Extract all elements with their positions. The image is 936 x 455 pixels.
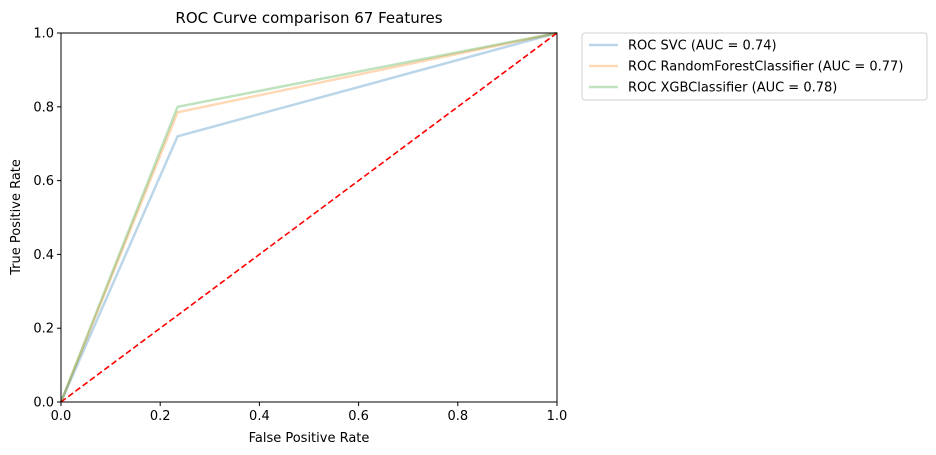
legend-label-2: ROC XGBClassifier (AUC = 0.78) (628, 81, 837, 96)
y-tick-label: 0.0 (33, 396, 54, 411)
plot-area: 0.0 0.2 0.4 0.6 0.8 1.0 0.0 0.2 0.4 0.6 0.8 1.0 (33, 27, 567, 425)
x-axis-label: False Positive Rate (249, 431, 370, 446)
x-tick-label: 1.0 (547, 409, 568, 424)
plot-frame (60, 32, 558, 403)
legend: ROC SVC (AUC = 0.74) ROC RandomForestClas… (581, 32, 928, 101)
y-tick-label: 0.4 (33, 248, 54, 263)
y-tick-label: 0.6 (33, 174, 54, 189)
legend-label-0: ROC SVC (AUC = 0.74) (628, 39, 777, 54)
legend-label-1: ROC RandomForestClassifier (AUC = 0.77) (628, 60, 903, 75)
series-line-1 (59, 31, 558, 403)
y-tick-label: 0.8 (33, 100, 54, 115)
x-tick-label: 0.0 (51, 409, 72, 424)
x-tick-label: 0.8 (447, 409, 468, 424)
y-tick-label: 0.2 (33, 322, 54, 337)
x-tick-label: 0.2 (150, 409, 171, 424)
legend-frame (581, 32, 928, 101)
series-line-0 (59, 31, 558, 403)
x-tick-label: 0.6 (348, 409, 369, 424)
y-axis-label: True Positive Rate (9, 159, 24, 276)
reference-diagonal-line (60, 32, 558, 403)
x-tick-label: 0.4 (249, 409, 270, 424)
series-line-2 (59, 31, 558, 403)
chart-title: ROC Curve comparison 67 Features (175, 9, 442, 27)
y-tick-label: 1.0 (33, 27, 54, 42)
